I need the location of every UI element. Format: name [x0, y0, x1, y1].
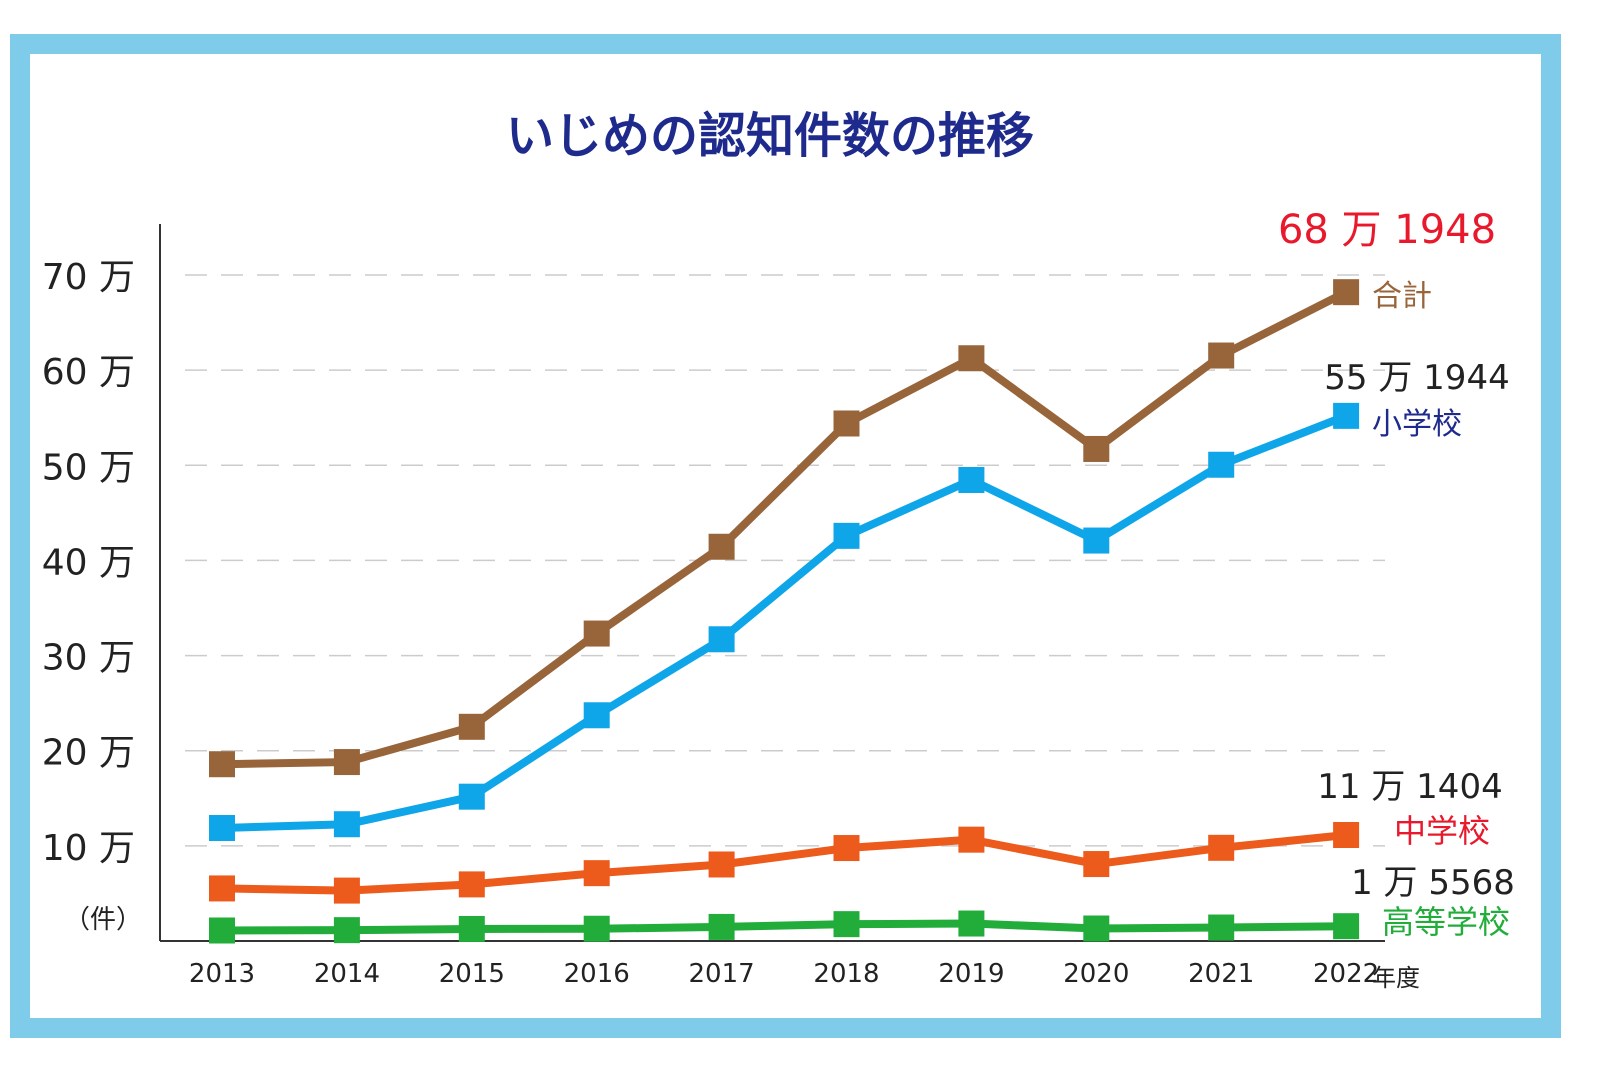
series-end-value-label: 11 万 1404 — [1317, 767, 1502, 807]
series-line-0 — [221, 288, 1348, 769]
data-point — [708, 626, 735, 653]
data-point — [458, 783, 485, 810]
x-tick-label: 2015 — [439, 959, 505, 989]
data-point — [583, 860, 610, 887]
data-point — [1333, 279, 1360, 306]
y-tick-label: 70 万 — [42, 257, 135, 298]
data-point — [1208, 342, 1235, 369]
x-tick-label: 2016 — [564, 959, 630, 989]
data-point — [833, 835, 860, 862]
series-end-value-label: 68 万 1948 — [1278, 207, 1496, 253]
data-point — [833, 911, 860, 938]
data-point — [958, 910, 985, 937]
series-end-value-label: 55 万 1944 — [1324, 358, 1509, 398]
data-point — [708, 533, 735, 560]
data-point — [1208, 834, 1235, 861]
y-tick-label: 50 万 — [42, 447, 135, 488]
data-point — [1083, 915, 1110, 942]
data-point — [333, 749, 360, 776]
y-tick-label: 10 万 — [42, 828, 135, 869]
data-point — [1083, 435, 1110, 462]
data-point — [333, 917, 360, 944]
x-tick-labels: 2013 2014 2015 2016 2017 2018 2019 2020 2021 2022 — [189, 959, 1379, 989]
series-group — [209, 279, 1360, 944]
data-point — [833, 410, 860, 437]
data-point — [833, 522, 860, 549]
data-point — [958, 826, 985, 853]
series-labels: 合計 68 万 1948 小学校 55 万 1944 中学校 11 万 1404 高等学校1… — [1278, 207, 1515, 941]
x-tick-label: 2014 — [314, 959, 380, 989]
data-point — [458, 713, 485, 740]
y-tick-label: 60 万 — [42, 352, 135, 393]
y-tick-labels: 10 万 20 万 30 万 40 万 50 万 60 万 70 万 — [42, 257, 135, 869]
data-point — [209, 875, 235, 902]
chart-title: いじめの認知件数の推移 — [506, 108, 1034, 164]
series-line-1 — [221, 412, 1348, 833]
data-point — [1208, 451, 1235, 478]
x-tick-label: 2020 — [1063, 959, 1129, 989]
data-point — [1333, 822, 1360, 849]
y-unit-label: （件） — [64, 905, 142, 935]
x-tick-label: 2017 — [689, 959, 755, 989]
series-line-3 — [221, 919, 1347, 935]
data-point — [1083, 527, 1110, 554]
data-point — [958, 345, 985, 372]
data-point — [209, 917, 235, 944]
data-point — [209, 815, 235, 842]
data-point — [1333, 913, 1360, 940]
data-point — [1333, 402, 1360, 429]
x-tick-label: 2019 — [938, 959, 1004, 989]
series-end-value-label: 1 万 5568 — [1351, 863, 1515, 903]
data-point — [708, 913, 735, 940]
y-tick-label: 20 万 — [42, 733, 135, 774]
series-name-label: 中学校 — [1394, 812, 1490, 850]
x-tick-label: 2018 — [813, 959, 879, 989]
series-name-label: 小学校 — [1372, 407, 1462, 442]
series-name-label: 合計 — [1372, 279, 1432, 314]
data-point — [209, 751, 235, 778]
data-point — [333, 877, 360, 904]
data-point — [583, 915, 610, 942]
x-tick-label: 2021 — [1188, 959, 1254, 989]
data-point — [1208, 914, 1235, 941]
data-point — [333, 811, 360, 838]
chart-frame — [10, 34, 1561, 1038]
y-tick-label: 30 万 — [42, 638, 135, 679]
data-point — [458, 871, 485, 898]
axes — [159, 224, 1385, 942]
data-point — [458, 915, 485, 942]
x-tick-label: 2022 — [1313, 959, 1379, 989]
series-name-label: 高等学校 — [1382, 903, 1510, 941]
data-point — [583, 620, 610, 647]
y-tick-label: 40 万 — [42, 542, 135, 583]
data-point — [958, 466, 985, 493]
series-line-2 — [221, 831, 1347, 895]
data-point — [583, 702, 610, 729]
x-unit-label: 年度 — [1372, 964, 1420, 992]
data-point — [708, 851, 735, 878]
data-point — [1083, 851, 1110, 878]
x-tick-label: 2013 — [189, 959, 255, 989]
